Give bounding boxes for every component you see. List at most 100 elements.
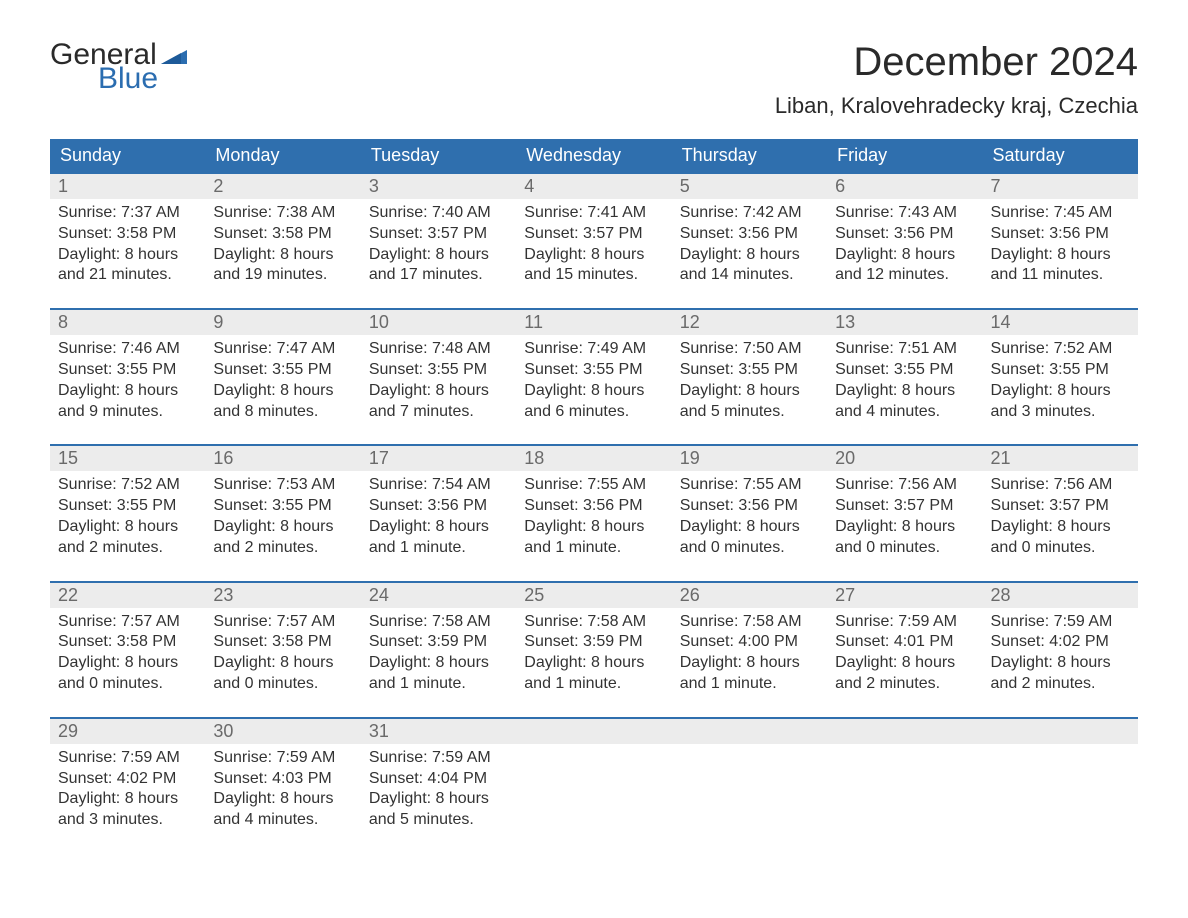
sunrise-text: Sunrise: 7:51 AM [835, 339, 972, 360]
daylight-text-2: and 3 minutes. [58, 810, 195, 831]
sunrise-text: Sunrise: 7:58 AM [680, 612, 817, 633]
sunset-text: Sunset: 4:01 PM [835, 632, 972, 653]
sunrise-text: Sunrise: 7:40 AM [369, 203, 506, 224]
week-row: 1234567Sunrise: 7:37 AMSunset: 3:58 PMDa… [50, 172, 1138, 294]
daylight-text-1: Daylight: 8 hours [58, 517, 195, 538]
info-row: Sunrise: 7:52 AMSunset: 3:55 PMDaylight:… [50, 471, 1138, 566]
info-row: Sunrise: 7:37 AMSunset: 3:58 PMDaylight:… [50, 199, 1138, 294]
calendar: SundayMondayTuesdayWednesdayThursdayFrid… [50, 139, 1138, 839]
date-number [672, 719, 827, 744]
daylight-text-1: Daylight: 8 hours [58, 653, 195, 674]
daylight-text-2: and 21 minutes. [58, 265, 195, 286]
daylight-text-2: and 0 minutes. [680, 538, 817, 559]
day-header-friday: Friday [827, 139, 982, 172]
date-number: 7 [983, 174, 1138, 199]
date-number: 6 [827, 174, 982, 199]
daylight-text-1: Daylight: 8 hours [369, 245, 506, 266]
date-number: 10 [361, 310, 516, 335]
daylight-text-2: and 8 minutes. [213, 402, 350, 423]
day-info: Sunrise: 7:51 AMSunset: 3:55 PMDaylight:… [827, 335, 982, 430]
date-number: 21 [983, 446, 1138, 471]
date-number: 19 [672, 446, 827, 471]
sunset-text: Sunset: 4:02 PM [58, 769, 195, 790]
date-number: 24 [361, 583, 516, 608]
sunset-text: Sunset: 3:55 PM [835, 360, 972, 381]
date-number: 17 [361, 446, 516, 471]
sunrise-text: Sunrise: 7:59 AM [58, 748, 195, 769]
day-info: Sunrise: 7:57 AMSunset: 3:58 PMDaylight:… [50, 608, 205, 703]
week-row: 891011121314Sunrise: 7:46 AMSunset: 3:55… [50, 308, 1138, 430]
day-header-saturday: Saturday [983, 139, 1138, 172]
daylight-text-1: Daylight: 8 hours [524, 245, 661, 266]
daylight-text-2: and 3 minutes. [991, 402, 1128, 423]
daylight-text-2: and 15 minutes. [524, 265, 661, 286]
sunrise-text: Sunrise: 7:56 AM [991, 475, 1128, 496]
daylight-text-2: and 1 minute. [369, 674, 506, 695]
sunset-text: Sunset: 3:56 PM [524, 496, 661, 517]
day-info: Sunrise: 7:57 AMSunset: 3:58 PMDaylight:… [205, 608, 360, 703]
date-number [516, 719, 671, 744]
sunrise-text: Sunrise: 7:55 AM [524, 475, 661, 496]
sunrise-text: Sunrise: 7:50 AM [680, 339, 817, 360]
date-number: 23 [205, 583, 360, 608]
day-info: Sunrise: 7:42 AMSunset: 3:56 PMDaylight:… [672, 199, 827, 294]
location-text: Liban, Kralovehradecky kraj, Czechia [775, 93, 1138, 119]
day-info: Sunrise: 7:54 AMSunset: 3:56 PMDaylight:… [361, 471, 516, 566]
sunrise-text: Sunrise: 7:59 AM [835, 612, 972, 633]
sunrise-text: Sunrise: 7:46 AM [58, 339, 195, 360]
daylight-text-1: Daylight: 8 hours [680, 381, 817, 402]
daylight-text-1: Daylight: 8 hours [369, 381, 506, 402]
day-info: Sunrise: 7:52 AMSunset: 3:55 PMDaylight:… [983, 335, 1138, 430]
header: General Blue December 2024 Liban, Kralov… [50, 40, 1138, 119]
sunrise-text: Sunrise: 7:55 AM [680, 475, 817, 496]
sunrise-text: Sunrise: 7:59 AM [991, 612, 1128, 633]
logo-blue-text: Blue [98, 64, 187, 94]
sunset-text: Sunset: 3:57 PM [835, 496, 972, 517]
daylight-text-1: Daylight: 8 hours [58, 381, 195, 402]
daylight-text-2: and 1 minute. [524, 674, 661, 695]
daylight-text-1: Daylight: 8 hours [991, 517, 1128, 538]
date-number: 30 [205, 719, 360, 744]
sunset-text: Sunset: 3:55 PM [991, 360, 1128, 381]
info-row: Sunrise: 7:59 AMSunset: 4:02 PMDaylight:… [50, 744, 1138, 839]
sunrise-text: Sunrise: 7:47 AM [213, 339, 350, 360]
date-row: 891011121314 [50, 310, 1138, 335]
day-info: Sunrise: 7:58 AMSunset: 3:59 PMDaylight:… [516, 608, 671, 703]
daylight-text-2: and 11 minutes. [991, 265, 1128, 286]
date-row: 22232425262728 [50, 583, 1138, 608]
daylight-text-1: Daylight: 8 hours [524, 517, 661, 538]
day-info: Sunrise: 7:59 AMSunset: 4:03 PMDaylight:… [205, 744, 360, 839]
date-number: 16 [205, 446, 360, 471]
sunrise-text: Sunrise: 7:38 AM [213, 203, 350, 224]
date-number: 28 [983, 583, 1138, 608]
daylight-text-2: and 4 minutes. [213, 810, 350, 831]
date-number: 13 [827, 310, 982, 335]
daylight-text-1: Daylight: 8 hours [58, 245, 195, 266]
week-row: 15161718192021Sunrise: 7:52 AMSunset: 3:… [50, 444, 1138, 566]
sunrise-text: Sunrise: 7:54 AM [369, 475, 506, 496]
date-number: 31 [361, 719, 516, 744]
sunset-text: Sunset: 3:56 PM [680, 496, 817, 517]
daylight-text-2: and 12 minutes. [835, 265, 972, 286]
date-number: 20 [827, 446, 982, 471]
sunset-text: Sunset: 3:58 PM [213, 632, 350, 653]
daylight-text-1: Daylight: 8 hours [213, 245, 350, 266]
sunset-text: Sunset: 3:55 PM [58, 496, 195, 517]
day-info: Sunrise: 7:41 AMSunset: 3:57 PMDaylight:… [516, 199, 671, 294]
day-info [516, 744, 671, 839]
sunrise-text: Sunrise: 7:57 AM [58, 612, 195, 633]
sunset-text: Sunset: 3:59 PM [524, 632, 661, 653]
day-info [827, 744, 982, 839]
day-info: Sunrise: 7:40 AMSunset: 3:57 PMDaylight:… [361, 199, 516, 294]
sunset-text: Sunset: 4:02 PM [991, 632, 1128, 653]
daylight-text-1: Daylight: 8 hours [835, 517, 972, 538]
date-number: 5 [672, 174, 827, 199]
sunset-text: Sunset: 3:58 PM [213, 224, 350, 245]
sunrise-text: Sunrise: 7:56 AM [835, 475, 972, 496]
daylight-text-2: and 0 minutes. [835, 538, 972, 559]
daylight-text-1: Daylight: 8 hours [58, 789, 195, 810]
daylight-text-1: Daylight: 8 hours [213, 653, 350, 674]
day-info: Sunrise: 7:37 AMSunset: 3:58 PMDaylight:… [50, 199, 205, 294]
sunset-text: Sunset: 3:56 PM [835, 224, 972, 245]
sunset-text: Sunset: 3:55 PM [58, 360, 195, 381]
